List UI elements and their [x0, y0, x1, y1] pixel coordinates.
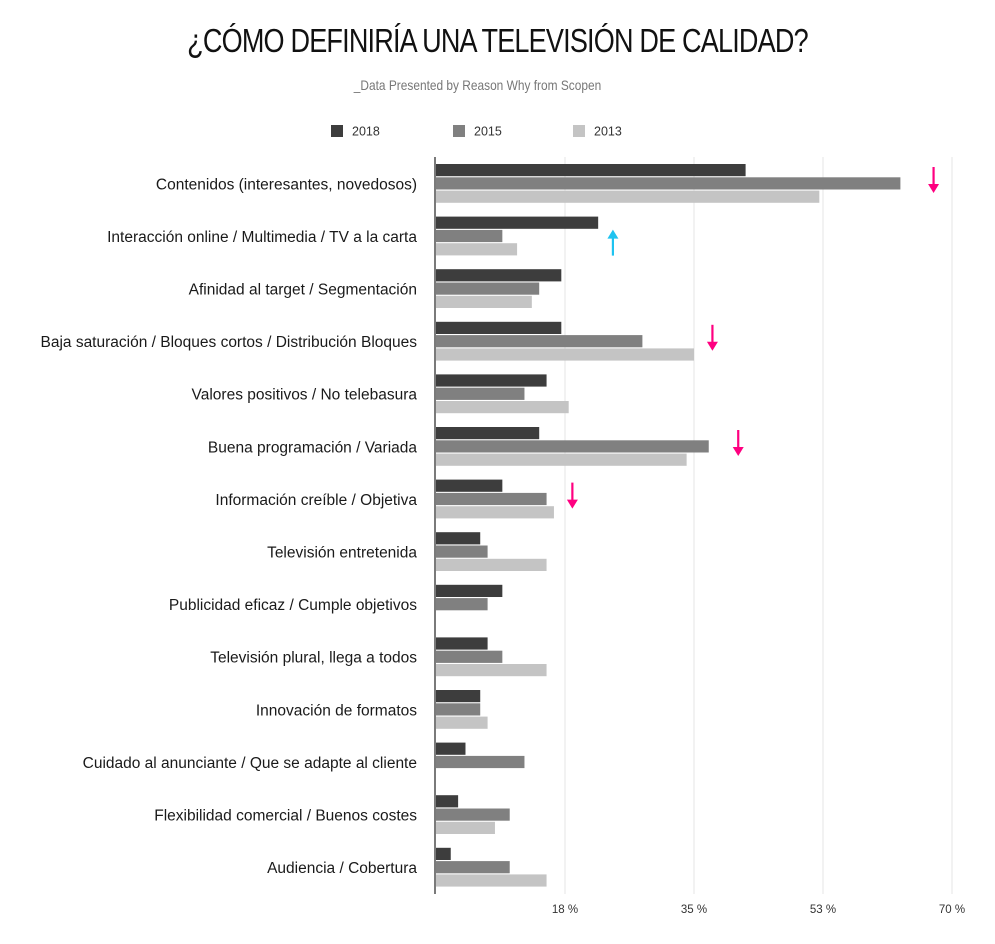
category-label: Audiencia / Cobertura [267, 860, 417, 877]
legend-label: 2018 [352, 125, 380, 139]
bar-2018 [436, 742, 466, 755]
x-tick-label: 18 % [552, 904, 578, 916]
bars [436, 164, 901, 887]
chart-subtitle: _Data Presented by Reason Why from Scope… [353, 77, 602, 93]
category-label: Valores positivos / No telebasura [192, 387, 418, 404]
bar-2013 [436, 664, 547, 677]
bar-2015 [436, 229, 503, 243]
bar-2013 [436, 190, 820, 203]
bar-2015 [436, 545, 488, 558]
bar-2018 [436, 637, 488, 650]
bar-2013 [436, 348, 694, 361]
bar-2018 [436, 584, 503, 597]
arrow-head [706, 341, 718, 351]
arrow-head [607, 229, 619, 239]
bar-2013 [436, 295, 532, 308]
bar-2013 [436, 401, 569, 414]
bar-2018 [436, 479, 503, 492]
arrow-down-icon [928, 167, 940, 193]
bar-2013 [436, 821, 495, 834]
category-label: Televisión plural, llega a todos [210, 650, 417, 667]
bar-2015 [436, 335, 643, 348]
bar-2015 [436, 755, 525, 769]
bar-2015 [436, 703, 481, 716]
bar-2015 [436, 861, 510, 874]
legend-label: 2013 [594, 125, 622, 139]
bar-2018 [436, 427, 540, 440]
bar-2013 [436, 558, 547, 571]
bar-2018 [436, 321, 562, 334]
category-label: Innovación de formatos [256, 702, 417, 719]
arrow-up-icon [607, 229, 619, 256]
category-label: Publicidad eficaz / Cumple objetivos [169, 597, 417, 614]
bar-2013 [436, 506, 554, 519]
bar-2018 [436, 216, 599, 229]
bar-2018 [436, 374, 547, 387]
category-label: Televisión entretenida [267, 545, 417, 562]
arrow-head [732, 447, 744, 456]
bar-2015 [436, 650, 503, 663]
category-label: Flexibilidad comercial / Buenos costes [154, 808, 417, 825]
arrow-head [566, 499, 578, 509]
bar-2015 [436, 492, 547, 506]
x-tick-label: 53 % [810, 904, 836, 916]
x-tick-label: 70 % [939, 904, 965, 916]
x-axis-ticks: 18 % 35 % 53 % 70 % [552, 904, 965, 916]
legend-swatch [331, 125, 343, 137]
legend-swatch [573, 125, 585, 137]
category-label: Cuidado al anunciante / Que se adapte al… [83, 755, 417, 772]
bar-2018 [436, 690, 481, 703]
arrow-down-icon [706, 324, 718, 351]
category-label: Interacción online / Multimedia / TV a l… [107, 229, 417, 246]
arrow-down-icon [566, 482, 578, 509]
bar-2018 [436, 164, 746, 177]
bar-2013 [436, 453, 687, 466]
category-label: Baja saturación / Bloques cortos / Distr… [40, 334, 417, 351]
x-tick-label: 35 % [681, 904, 707, 916]
bar-2013 [436, 716, 488, 729]
arrow-down-icon [732, 430, 744, 456]
bar-2015 [436, 598, 488, 611]
legend-swatch [453, 125, 465, 137]
arrow-head [928, 184, 940, 193]
bar-2015 [436, 282, 540, 295]
category-label: Contenidos (interesantes, novedosos) [156, 176, 417, 193]
bar-2018 [436, 847, 451, 860]
bar-2015 [436, 440, 709, 453]
grid-lines [564, 157, 953, 894]
bar-2015 [436, 387, 525, 400]
legend-label: 2015 [474, 125, 502, 139]
trend-arrows [566, 167, 940, 509]
bar-2013 [436, 874, 547, 887]
category-label: Información creíble / Objetiva [215, 492, 417, 509]
bar-2018 [436, 795, 459, 808]
category-label: Buena programación / Variada [208, 439, 417, 456]
bar-2015 [436, 177, 901, 190]
bar-2018 [436, 269, 562, 282]
chart-title: ¿CÓMO DEFINIRÍA UNA TELEVISIÓN DE CALIDA… [187, 22, 808, 59]
bar-2013 [436, 243, 518, 256]
legend: 2018 2015 2013 [331, 125, 622, 139]
category-labels: Contenidos (interesantes, novedosos) Inte… [40, 176, 417, 877]
bar-2018 [436, 532, 481, 545]
category-label: Afinidad al target / Segmentación [189, 282, 417, 299]
bar-2015 [436, 808, 510, 821]
